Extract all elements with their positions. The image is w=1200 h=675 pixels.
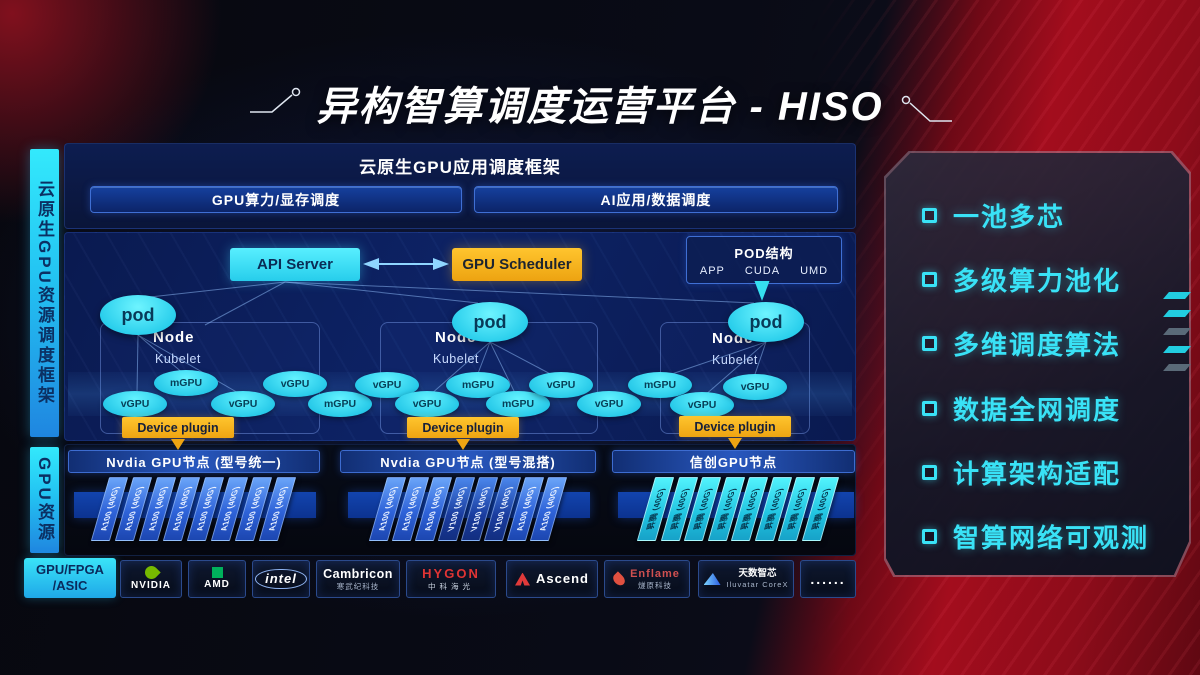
gpu-unit-ellipse: vGPU bbox=[723, 374, 787, 400]
iluvatar-triangle-icon bbox=[703, 573, 721, 585]
gpu-scheduler-box: GPU Scheduler bbox=[452, 248, 582, 281]
pod-structure-item-app: APP bbox=[699, 265, 725, 277]
feature-item: 多维调度算法 bbox=[922, 325, 1121, 362]
checkbox-bullet-icon bbox=[922, 336, 937, 351]
gpu-unit-ellipse: mGPU bbox=[486, 391, 550, 417]
feature-label: 数据全网调度 bbox=[953, 395, 1122, 425]
gpu-unit-ellipse: mGPU bbox=[308, 391, 372, 417]
nvidia-eye-icon bbox=[141, 563, 161, 582]
device-plugin-2: Device plugin bbox=[407, 417, 519, 438]
vendor-subtitle: 中科海光 bbox=[428, 582, 474, 592]
gpu-unit-ellipse: vGPU bbox=[670, 392, 734, 418]
pod-ellipse-1: pod bbox=[100, 295, 176, 335]
app-framework-title: 云原生GPU应用调度框架 bbox=[359, 158, 561, 177]
feature-panel bbox=[886, 153, 1189, 575]
feature-item: 智算网络可观测 bbox=[922, 518, 1149, 555]
gpu-unit-ellipse: vGPU bbox=[103, 391, 167, 417]
gpu-unit-ellipse: vGPU bbox=[529, 372, 593, 398]
pod-structure-box: POD结构 APP CUDA UMD bbox=[686, 236, 842, 284]
gpu-node-header-2: Nvdia GPU节点 (型号混搭) bbox=[340, 450, 596, 473]
feature-label: 计算架构适配 bbox=[953, 459, 1122, 489]
kubelet-label-2: Kubelet bbox=[433, 352, 479, 366]
feature-item: 计算架构适配 bbox=[922, 454, 1121, 491]
checkbox-bullet-icon bbox=[922, 529, 937, 544]
pod-ellipse-3: pod bbox=[728, 302, 804, 342]
feature-label: 智算网络可观测 bbox=[953, 523, 1150, 553]
down-arrow-icon bbox=[456, 439, 470, 450]
vendor-name: NVIDIA bbox=[131, 580, 171, 592]
device-plugin-3: Device plugin bbox=[679, 416, 791, 437]
pod-ellipse-2: pod bbox=[452, 302, 528, 342]
amd-square-icon bbox=[211, 567, 223, 579]
vendor-box-dots: ...... bbox=[800, 560, 856, 598]
gpu-unit-ellipse: vGPU bbox=[395, 391, 459, 417]
pod-structure-items: APP CUDA UMD bbox=[700, 265, 828, 277]
ascend-mark-icon bbox=[515, 572, 531, 586]
vendor-text-column: 天数智芯 Iluvatar CoreX bbox=[726, 568, 789, 589]
vendor-box-ascend: Ascend bbox=[506, 560, 598, 598]
vendor-name: intel bbox=[255, 568, 307, 590]
feature-label: 一池多芯 bbox=[953, 202, 1066, 232]
pod-structure-item-umd: UMD bbox=[800, 265, 829, 277]
vendor-box-intel: intel bbox=[252, 560, 310, 598]
pod-structure-title: POD结构 bbox=[734, 246, 794, 261]
vendor-subtitle: Iluvatar CoreX bbox=[726, 579, 789, 589]
sidebar-framework-label: 云原生GPU资源调度框架 bbox=[30, 149, 59, 437]
vendor-box-enflame: Enflame 燧原科技 bbox=[604, 560, 690, 598]
page-title: 异构智算调度运营平台 - HISO bbox=[316, 85, 884, 129]
checkbox-bullet-icon bbox=[922, 465, 937, 480]
vendor-box-amd: AMD bbox=[188, 560, 246, 598]
gpu-unit-ellipse: vGPU bbox=[577, 391, 641, 417]
vendor-name: AMD bbox=[204, 579, 230, 591]
feature-item: 一池多芯 bbox=[922, 197, 1065, 234]
device-plugin-1: Device plugin bbox=[122, 417, 234, 438]
vendor-text-column: Enflame 燧原科技 bbox=[630, 568, 680, 590]
checkbox-bullet-icon bbox=[922, 208, 937, 223]
sidebar-hardware-label: GPU/FPGA /ASIC bbox=[24, 558, 116, 598]
enflame-flame-icon bbox=[610, 570, 628, 588]
vendor-name: ...... bbox=[810, 570, 846, 587]
vendor-box-cambricon: Cambricon 寒武纪科技 bbox=[316, 560, 400, 598]
down-arrow-icon bbox=[171, 439, 185, 450]
vendor-name: Enflame bbox=[630, 568, 680, 581]
feature-label: 多维调度算法 bbox=[953, 330, 1122, 360]
vendor-name: Ascend bbox=[536, 570, 589, 586]
vendor-box-iluvatar: 天数智芯 Iluvatar CoreX bbox=[698, 560, 794, 598]
kubelet-label-1: Kubelet bbox=[155, 352, 201, 366]
gpu-unit-ellipse: vGPU bbox=[263, 371, 327, 397]
vendor-box-hygon: HYGON 中科海光 bbox=[406, 560, 496, 598]
sidebar-gpu-resource-label: GPU资源 bbox=[30, 447, 59, 553]
gpu-unit-ellipse: mGPU bbox=[154, 370, 218, 396]
kubelet-label-3: Kubelet bbox=[712, 353, 758, 367]
checkbox-bullet-icon bbox=[922, 401, 937, 416]
gpu-node-header-1: Nvdia GPU节点 (型号统一) bbox=[68, 450, 320, 473]
gpu-unit-ellipse: vGPU bbox=[211, 391, 275, 417]
feature-label: 多级算力池化 bbox=[953, 266, 1122, 296]
vendor-subtitle: 燧原科技 bbox=[637, 580, 672, 590]
vendor-subtitle: 寒武纪科技 bbox=[336, 582, 380, 592]
ai-data-scheduling-bar: AI应用/数据调度 bbox=[474, 186, 838, 213]
down-arrow-icon bbox=[728, 438, 742, 449]
feature-item: 数据全网调度 bbox=[922, 390, 1121, 427]
api-server-box: API Server bbox=[230, 248, 360, 281]
pod-structure-item-cuda: CUDA bbox=[744, 265, 781, 277]
vendor-box-nvidia: NVIDIA bbox=[120, 560, 182, 598]
feature-item: 多级算力池化 bbox=[922, 261, 1121, 298]
vendor-name: Cambricon bbox=[323, 566, 393, 581]
checkbox-bullet-icon bbox=[922, 272, 937, 287]
vendor-name: HYGON bbox=[422, 565, 480, 581]
vendor-name: 天数智芯 bbox=[738, 568, 777, 580]
gpu-node-header-3: 信创GPU节点 bbox=[612, 450, 855, 473]
compute-memory-scheduling-bar: GPU算力/显存调度 bbox=[90, 186, 462, 213]
